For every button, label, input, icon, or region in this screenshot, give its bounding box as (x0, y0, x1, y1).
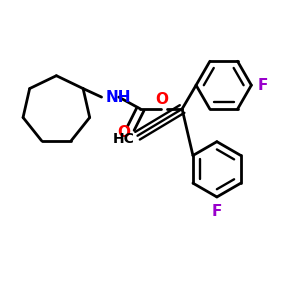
Text: NH: NH (105, 90, 131, 105)
Text: F: F (258, 78, 268, 93)
Text: F: F (212, 203, 222, 218)
Text: HC: HC (112, 132, 134, 146)
Text: O: O (155, 92, 168, 107)
Text: O: O (118, 125, 130, 140)
